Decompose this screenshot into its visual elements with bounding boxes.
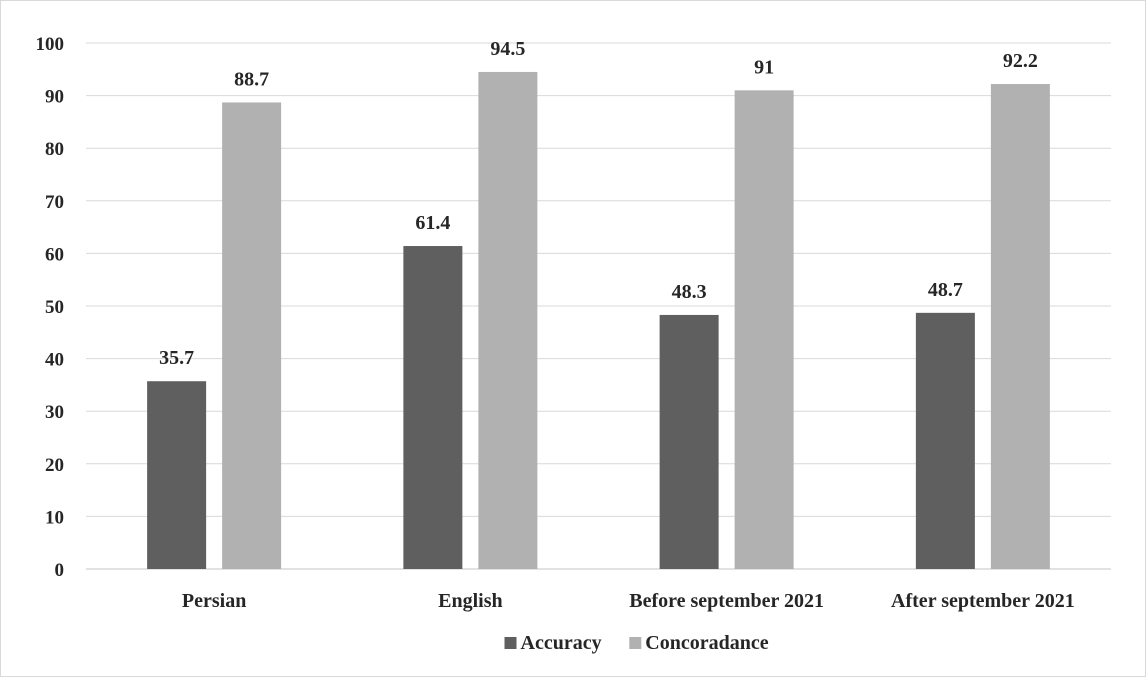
y-tick-label: 100 bbox=[36, 34, 65, 55]
bars bbox=[147, 71, 1050, 570]
y-tick-label: 50 bbox=[45, 297, 64, 318]
data-label: 35.7 bbox=[159, 347, 194, 369]
y-tick-label: 80 bbox=[45, 139, 64, 160]
x-tick-label: After september 2021 bbox=[891, 590, 1075, 612]
data-labels: 35.7 88.7 61.4 94.5 48.3 91 48.7 92.2 bbox=[159, 38, 1038, 369]
y-tick-label: 30 bbox=[45, 402, 64, 423]
legend-swatch-accuracy bbox=[504, 637, 517, 649]
legend: Accuracy Concoradance bbox=[504, 632, 769, 654]
y-tick-label: 90 bbox=[45, 87, 64, 108]
x-tick-label: Before september 2021 bbox=[629, 590, 824, 612]
x-tick-label: English bbox=[438, 590, 502, 612]
data-label: 61.4 bbox=[415, 212, 450, 234]
bar-concoradance bbox=[990, 84, 1050, 569]
y-tick-label: 70 bbox=[45, 192, 64, 213]
y-tick-label: 20 bbox=[45, 455, 64, 476]
data-label: 91 bbox=[754, 56, 774, 78]
data-label: 94.5 bbox=[490, 38, 525, 60]
data-label: 48.7 bbox=[928, 279, 963, 301]
data-label: 48.3 bbox=[672, 281, 707, 303]
x-tick-label: Persian bbox=[182, 590, 246, 612]
y-tick-label: 40 bbox=[45, 350, 64, 371]
bar-concoradance bbox=[478, 71, 538, 570]
bar-concoradance bbox=[734, 90, 794, 569]
bar-accuracy bbox=[659, 314, 719, 569]
data-label: 92.2 bbox=[1003, 50, 1038, 72]
bar-accuracy bbox=[147, 381, 207, 569]
x-axis: Persian English Before september 2021 After… bbox=[182, 590, 1075, 612]
y-tick-label: 60 bbox=[45, 244, 64, 265]
bar-accuracy bbox=[915, 312, 975, 569]
y-axis-ticks: 0 10 20 30 40 50 60 70 80 90 100 bbox=[36, 34, 65, 581]
legend-swatch-concoradance bbox=[629, 637, 642, 649]
y-tick-label: 10 bbox=[45, 507, 64, 528]
y-tick-label: 0 bbox=[55, 560, 65, 581]
legend-label: Concoradance bbox=[645, 632, 768, 654]
bar-accuracy bbox=[403, 246, 463, 569]
data-label: 88.7 bbox=[234, 68, 269, 90]
legend-label: Accuracy bbox=[521, 632, 602, 654]
bar-concoradance bbox=[222, 102, 282, 570]
